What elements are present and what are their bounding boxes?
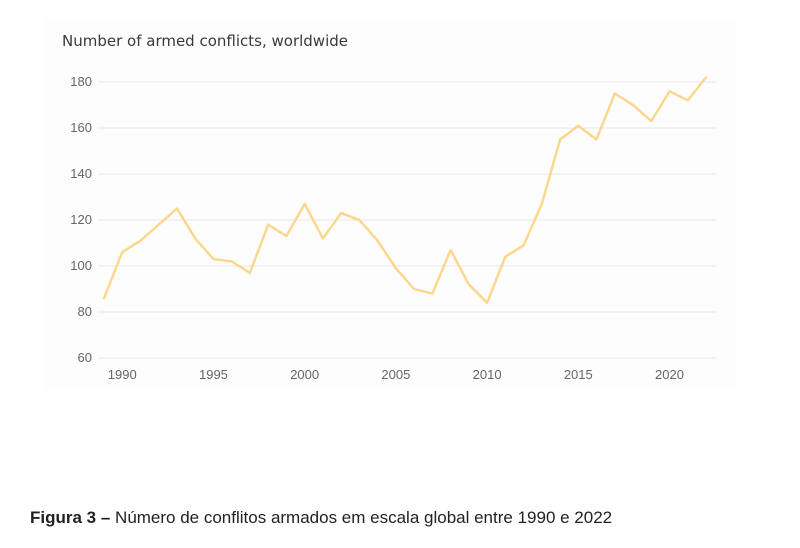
data-point-2006 — [413, 288, 415, 290]
data-point-1989 — [103, 297, 105, 300]
caption-label: Figura 3 – — [30, 508, 111, 527]
x-tick-label-1990: 1990 — [108, 367, 137, 382]
data-point-2003 — [358, 219, 361, 221]
data-point-2015 — [577, 124, 580, 127]
x-tick-label-2015: 2015 — [564, 367, 593, 382]
gridlines — [98, 81, 716, 359]
data-point-2017 — [613, 92, 616, 95]
data-point-2011 — [504, 255, 507, 258]
data-point-1993 — [176, 207, 178, 210]
y-tick-label-60: 60 — [78, 350, 92, 365]
x-tick-label-2005: 2005 — [381, 367, 410, 382]
series-line-0 — [102, 76, 708, 304]
data-point-1991 — [139, 239, 142, 242]
data-point-2012 — [522, 244, 525, 247]
data-point-2016 — [595, 138, 598, 141]
series-layer — [102, 76, 708, 304]
data-point-2010 — [486, 302, 488, 304]
data-point-1999 — [285, 235, 288, 237]
data-point-2021 — [686, 99, 689, 102]
chart-title: Number of armed conflicts, worldwide — [62, 32, 348, 50]
data-point-2000 — [303, 203, 306, 205]
y-tick-label-160: 160 — [70, 120, 92, 135]
x-tick-label-2020: 2020 — [655, 367, 684, 382]
y-tick-label-120: 120 — [70, 212, 92, 227]
data-point-2014 — [559, 138, 561, 141]
data-point-2019 — [650, 120, 653, 122]
data-point-2020 — [668, 90, 671, 92]
y-tick-label-100: 100 — [70, 258, 92, 273]
y-axis-ticks: 60 80 100 120 140 160 180 — [70, 74, 92, 365]
data-point-2013 — [541, 203, 543, 205]
data-point-2001 — [322, 237, 324, 240]
caption-text: Número de conflitos armados em escala gl… — [110, 508, 613, 527]
data-point-2007 — [431, 292, 434, 295]
data-point-1990 — [121, 251, 124, 253]
data-point-1998 — [267, 223, 269, 226]
chart-panel — [44, 18, 736, 390]
data-point-1997 — [249, 272, 251, 274]
x-tick-label-2000: 2000 — [290, 367, 319, 382]
data-point-2002 — [340, 212, 342, 214]
data-point-1995 — [212, 258, 215, 260]
data-point-2008 — [449, 249, 452, 251]
data-point-1994 — [194, 237, 197, 240]
figure-caption: Figura 3 – Número de conflitos armados e… — [30, 508, 612, 528]
data-point-1996 — [230, 260, 233, 263]
x-axis-ticks: 1990 1995 2000 2005 2010 2015 2020 — [108, 367, 684, 382]
x-tick-label-2010: 2010 — [473, 367, 502, 382]
x-tick-label-1995: 1995 — [199, 367, 228, 382]
data-point-2005 — [395, 267, 397, 270]
y-tick-label-180: 180 — [70, 74, 92, 89]
data-point-1992 — [157, 223, 160, 226]
data-point-2018 — [632, 104, 634, 106]
y-tick-label-140: 140 — [70, 166, 92, 181]
y-tick-label-80: 80 — [78, 304, 92, 319]
data-point-2004 — [376, 239, 379, 242]
data-point-2022 — [705, 76, 707, 79]
data-point-2009 — [468, 283, 470, 286]
